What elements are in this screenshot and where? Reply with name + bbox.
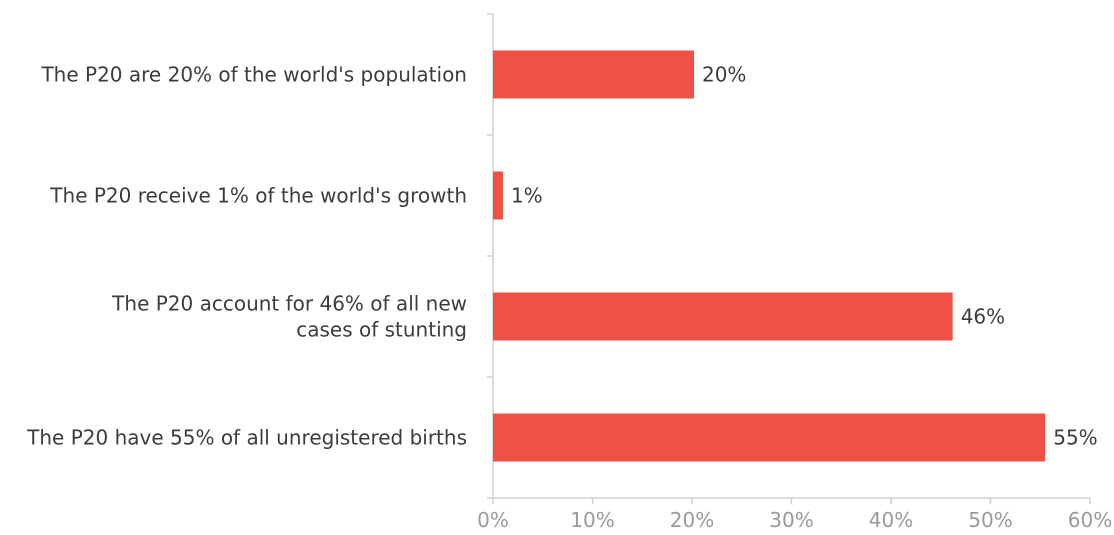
x-tick-label: 0% (477, 508, 509, 532)
bar (493, 413, 1046, 462)
category-label: The P20 receive 1% of the world's growth (49, 184, 467, 208)
x-tick-label: 20% (670, 508, 714, 532)
category-labels: The P20 are 20% of the world's populatio… (26, 63, 467, 450)
bar (493, 171, 503, 220)
value-labels: 20% 1% 46% 55% (511, 63, 1098, 450)
data-label: 20% (702, 63, 746, 87)
data-label: 55% (1053, 426, 1097, 450)
bar (493, 292, 953, 341)
data-label: 46% (961, 305, 1005, 329)
x-tick-label: 40% (869, 508, 913, 532)
x-axis-ticks: 0% 10% 20% 30% 40% 50% 60% (477, 498, 1112, 532)
category-label: cases of stunting (296, 318, 467, 342)
chart-bars (493, 50, 1046, 462)
x-tick-label: 50% (968, 508, 1012, 532)
x-tick-label: 10% (570, 508, 614, 532)
category-label: The P20 are 20% of the world's populatio… (40, 63, 467, 87)
x-tick-label: 30% (769, 508, 813, 532)
category-label: The P20 have 55% of all unregistered bir… (26, 426, 467, 450)
x-tick-label: 60% (1068, 508, 1112, 532)
data-label: 1% (511, 184, 543, 208)
category-label: The P20 account for 46% of all new (111, 292, 467, 316)
bar (493, 50, 694, 99)
